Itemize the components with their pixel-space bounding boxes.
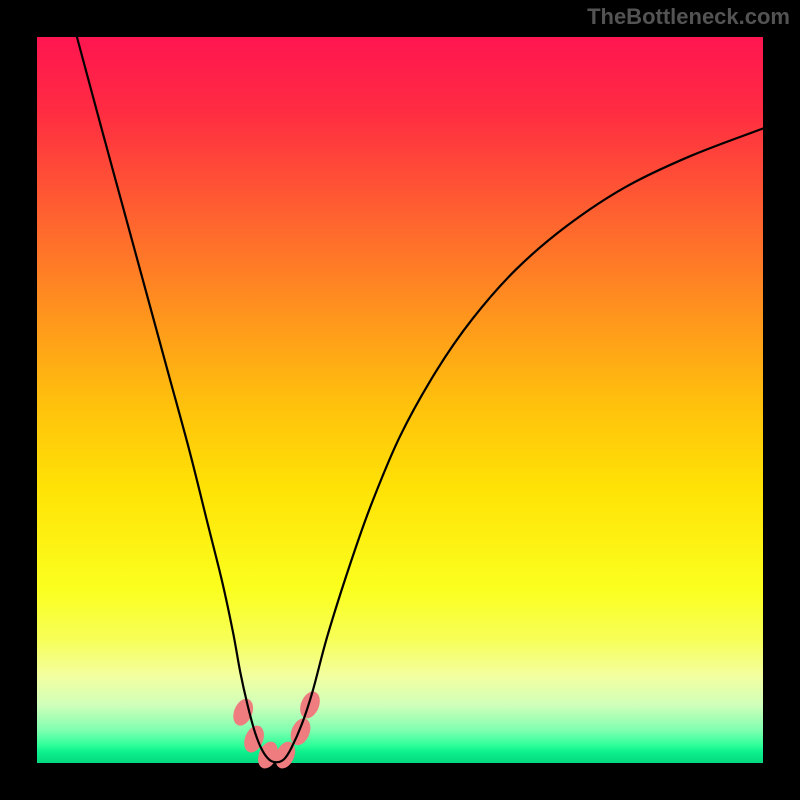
watermark-text: TheBottleneck.com [587,4,790,30]
bottleneck-curve [77,37,763,762]
figure-root: TheBottleneck.com [0,0,800,800]
plot-area [37,37,763,763]
marker-point [296,689,323,722]
chart-svg [37,37,763,763]
